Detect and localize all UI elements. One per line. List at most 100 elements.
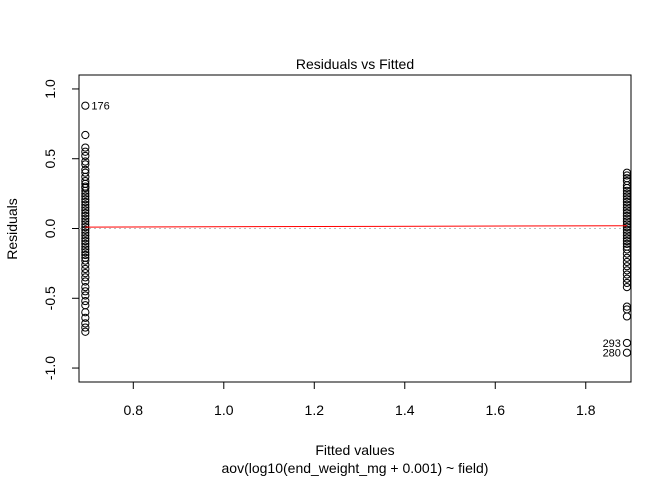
x-axis-label: Fitted values [315, 442, 394, 458]
data-point [622, 266, 632, 275]
data-point [622, 192, 632, 201]
data-point [81, 242, 90, 251]
x-tick-label: 1.2 [305, 402, 325, 418]
data-point [622, 274, 632, 283]
data-point [81, 248, 90, 257]
data-point [622, 253, 632, 262]
data-point [81, 203, 90, 212]
data-point [81, 217, 90, 226]
data-point [622, 200, 632, 209]
data-point [81, 151, 90, 161]
data-point [622, 312, 632, 321]
data-point [81, 277, 90, 286]
data-point [81, 157, 90, 166]
smoother-line [85, 225, 627, 228]
data-point [622, 239, 632, 248]
data-point [81, 209, 90, 218]
x-axis: 0.8 1.0 1.2 1.4 1.6 1.8 [124, 381, 596, 418]
data-point [81, 186, 90, 195]
data-point [622, 270, 632, 279]
data-point [622, 231, 632, 240]
data-point [622, 257, 632, 267]
data-point [81, 323, 90, 332]
data-point [622, 209, 632, 218]
data-point [622, 283, 632, 292]
data-point [81, 147, 90, 156]
data-point [622, 197, 632, 207]
x-tick-label: 1.0 [214, 402, 234, 418]
data-point [622, 189, 632, 198]
x-tick-label: 1.8 [576, 402, 596, 418]
data-point [622, 214, 632, 223]
data-point [622, 183, 632, 193]
data-point [622, 220, 632, 229]
data-point [622, 225, 632, 234]
data-point [622, 223, 632, 232]
data-point [622, 234, 632, 243]
chart-title: Residuals vs Fitted [296, 56, 414, 72]
data-point [81, 250, 90, 260]
data-point [622, 278, 632, 288]
x-tick-label: 1.6 [486, 402, 506, 418]
data-point [81, 192, 90, 201]
data-point [81, 245, 90, 254]
data-point [81, 234, 90, 243]
data-point [81, 214, 90, 223]
data-point [81, 225, 90, 234]
y-axis-label: Residuals [4, 198, 20, 259]
data-points [81, 101, 632, 357]
data-point [622, 181, 632, 190]
x-tick-label: 0.8 [124, 402, 144, 418]
data-point [81, 172, 90, 181]
data-point [81, 327, 90, 336]
data-point [81, 189, 90, 198]
data-point [81, 313, 90, 322]
data-point [622, 206, 632, 215]
data-point [81, 296, 90, 306]
data-point [81, 291, 90, 300]
y-tick-label: 1.0 [42, 79, 58, 99]
data-point [81, 228, 90, 237]
y-tick-label: 0.0 [42, 219, 58, 239]
data-point [81, 168, 90, 177]
y-axis: -1.0 -0.5 0.0 0.5 1.0 [42, 79, 80, 380]
data-point [622, 236, 632, 246]
data-point [81, 301, 90, 310]
data-point [622, 228, 632, 237]
data-point [81, 195, 90, 204]
data-point [81, 200, 90, 209]
chart-subtitle: aov(log10(end_weight_mg + 0.001) ~ field… [222, 460, 489, 476]
x-tick-label: 1.4 [395, 402, 415, 418]
data-point [81, 130, 90, 140]
data-point [81, 143, 90, 152]
data-point [81, 319, 90, 328]
data-point [622, 203, 632, 212]
y-tick-label: -1.0 [42, 356, 58, 380]
data-point [81, 197, 90, 207]
data-point [81, 236, 90, 246]
point-label: 280 [603, 348, 621, 360]
data-point [81, 206, 90, 215]
data-point [81, 260, 90, 269]
point-label: 293 [603, 338, 621, 350]
data-point [622, 348, 632, 357]
data-point [81, 211, 90, 221]
data-point [622, 186, 632, 195]
data-point [622, 245, 632, 254]
data-point [81, 273, 90, 282]
data-point [622, 171, 632, 180]
data-point [81, 160, 90, 169]
data-point [81, 283, 90, 292]
point-label: 176 [91, 101, 109, 113]
data-point [81, 220, 90, 229]
data-point [81, 308, 90, 317]
data-point [622, 195, 632, 204]
data-point [622, 211, 632, 221]
data-point [81, 287, 90, 296]
data-point [81, 183, 90, 193]
data-point [81, 231, 90, 240]
y-tick-label: 0.5 [42, 149, 58, 169]
data-point [81, 256, 90, 265]
